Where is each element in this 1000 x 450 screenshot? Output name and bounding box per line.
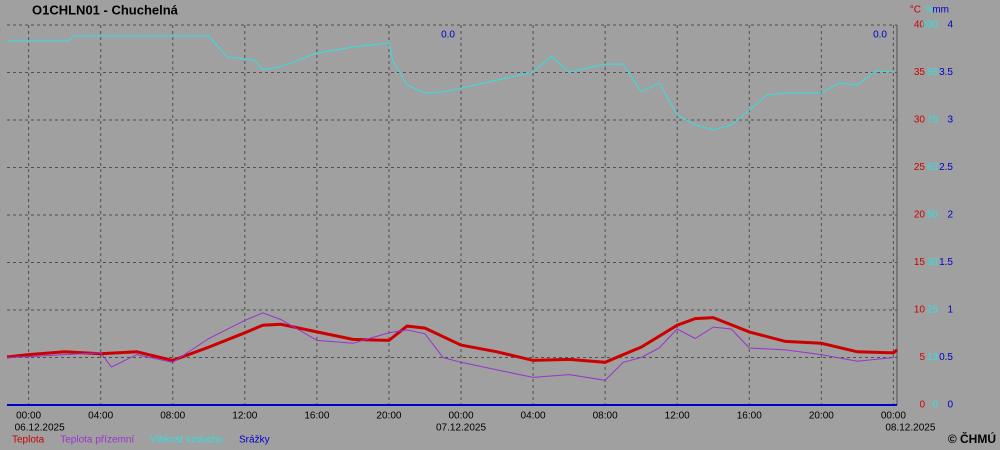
y-tick-label: 2.5 (939, 162, 953, 173)
y-tick-label: 0.5 (939, 352, 953, 363)
y-tick-label: 30 (914, 115, 926, 126)
x-tick-label: 12:00 (665, 411, 690, 422)
y-tick-label: 3.5 (939, 67, 953, 78)
y-tick-label: 50 (927, 210, 939, 221)
copyright: © ČHMÚ (948, 431, 996, 446)
x-tick-label: 08:00 (593, 411, 618, 422)
y-tick-label: 10 (914, 305, 926, 316)
legend-entry: Srážky (239, 435, 270, 446)
date-label: 08.12.2025 (885, 423, 935, 434)
y-tick-label: 13 (927, 352, 939, 363)
y-tick-label: 20 (914, 210, 926, 221)
date-label: 07.12.2025 (436, 423, 486, 434)
x-tick-label: 00:00 (881, 411, 906, 422)
y-tick-label: 4 (947, 20, 953, 31)
y-tick-label: 0 (947, 400, 953, 411)
x-tick-label: 04:00 (521, 411, 546, 422)
y-tick-label: 3 (947, 115, 953, 126)
date-label: 06.12.2025 (15, 423, 65, 434)
x-tick-label: 00:00 (16, 411, 41, 422)
series-line (6, 316, 898, 364)
y-tick-label: 0 (919, 400, 925, 411)
x-tick-label: 20:00 (376, 411, 401, 422)
annotation: 0.0 (873, 30, 887, 41)
y-tick-label: 75 (927, 115, 939, 126)
legend-entry: Teplota přízemní (60, 435, 134, 446)
x-tick-label: 16:00 (304, 411, 329, 422)
annotation: 0.0 (441, 30, 455, 41)
y-tick-label: 1.5 (939, 257, 953, 268)
axis-unit: mm (932, 5, 949, 16)
y-tick-label: 25 (927, 305, 939, 316)
y-tick-label: 38 (927, 257, 939, 268)
x-tick-label: 00:00 (448, 411, 473, 422)
series-line (7, 35, 894, 131)
y-tick-label: 25 (914, 162, 926, 173)
y-tick-label: 1 (947, 305, 953, 316)
y-tick-label: 5 (919, 352, 925, 363)
y-tick-label: 15 (914, 257, 926, 268)
x-tick-label: 20:00 (809, 411, 834, 422)
axis-unit: °C (910, 5, 921, 16)
x-tick-label: 12:00 (232, 411, 257, 422)
legend-entry: Teplota (12, 435, 45, 446)
y-tick-label: 63 (927, 162, 939, 173)
y-tick-label: 88 (927, 67, 939, 78)
y-tick-label: 40 (914, 20, 926, 31)
y-tick-label: 35 (914, 67, 926, 78)
axis-unit: % (925, 5, 934, 16)
x-tick-label: 16:00 (737, 411, 762, 422)
x-tick-label: 04:00 (88, 411, 113, 422)
chart-title: O1CHLN01 - Chuchelná (32, 2, 179, 17)
y-tick-label: 0 (932, 400, 938, 411)
legend-entry: Vlhkost vzduchu (150, 435, 223, 446)
series-line (6, 312, 894, 381)
y-tick-label: 2 (947, 210, 953, 221)
x-tick-label: 08:00 (160, 411, 185, 422)
y-tick-label: 100 (921, 20, 938, 31)
